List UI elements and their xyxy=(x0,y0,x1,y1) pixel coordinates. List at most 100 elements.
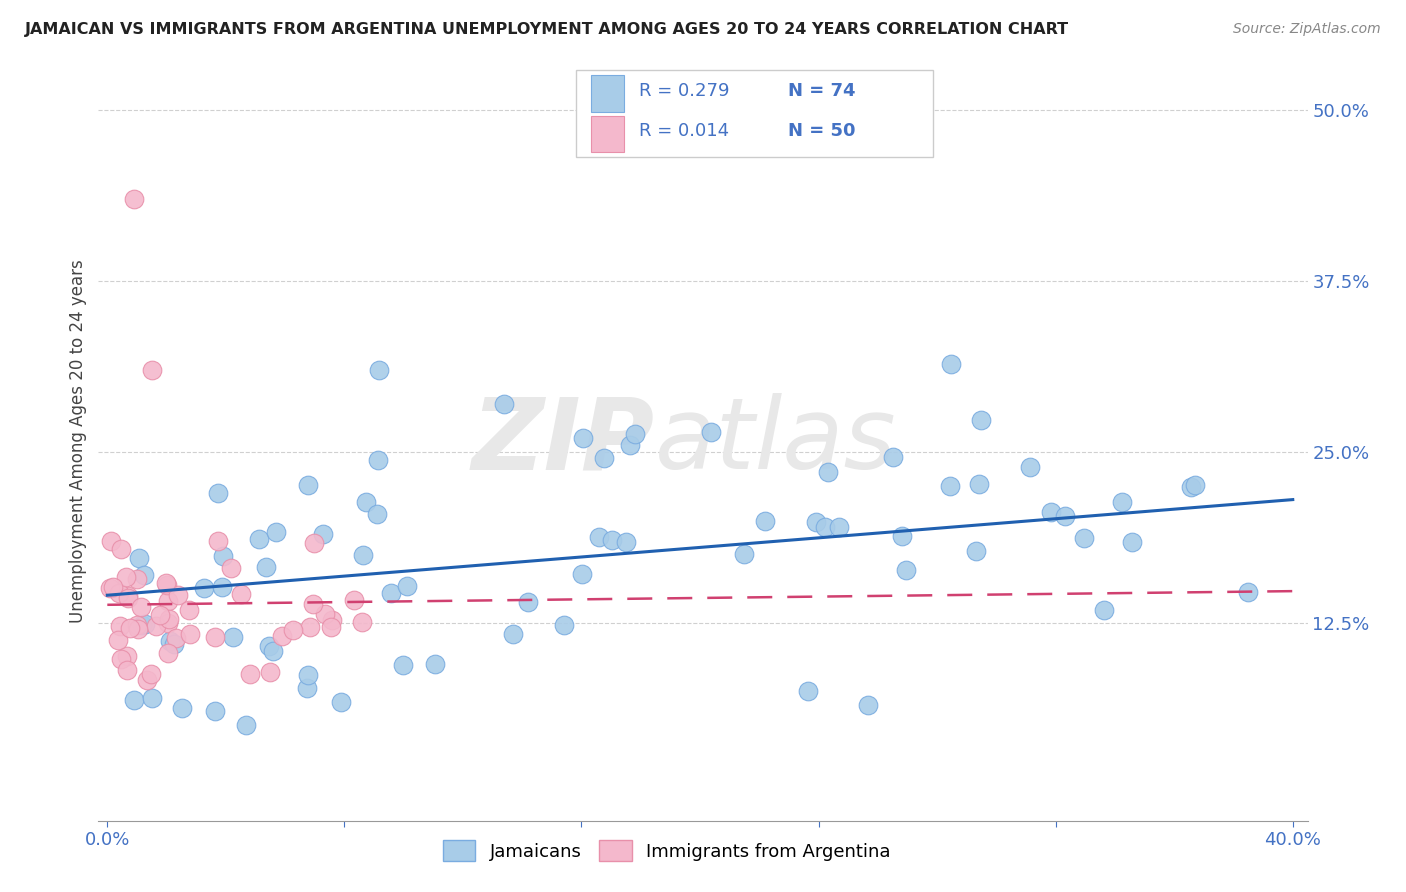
Point xyxy=(299,620,322,634)
Point xyxy=(1054,508,1077,523)
Point xyxy=(107,633,129,648)
Point xyxy=(141,690,163,705)
Point xyxy=(941,357,963,371)
Point xyxy=(231,587,253,601)
Text: JAMAICAN VS IMMIGRANTS FROM ARGENTINA UNEMPLOYMENT AMONG AGES 20 TO 24 YEARS COR: JAMAICAN VS IMMIGRANTS FROM ARGENTINA UN… xyxy=(25,22,1070,37)
Point xyxy=(1073,532,1095,546)
Point xyxy=(391,657,413,672)
Point xyxy=(247,533,270,547)
Y-axis label: Unemployment Among Ages 20 to 24 years: Unemployment Among Ages 20 to 24 years xyxy=(69,260,87,624)
Point xyxy=(141,363,163,377)
Point xyxy=(122,192,145,206)
Point xyxy=(1236,584,1258,599)
Point xyxy=(156,594,179,608)
Point xyxy=(157,612,180,626)
Point xyxy=(281,623,304,637)
Text: R = 0.279: R = 0.279 xyxy=(638,82,730,100)
Point xyxy=(165,631,187,645)
Point xyxy=(494,397,516,411)
Point xyxy=(939,479,962,493)
Point xyxy=(700,425,723,439)
Point xyxy=(156,578,179,592)
Point xyxy=(117,589,139,603)
Text: N = 74: N = 74 xyxy=(787,82,855,100)
Point xyxy=(1018,460,1040,475)
Point xyxy=(321,613,343,627)
Point xyxy=(157,646,180,660)
Point xyxy=(127,617,149,632)
Point xyxy=(297,668,319,682)
Point xyxy=(139,667,162,681)
Point xyxy=(588,530,610,544)
Point xyxy=(1184,478,1206,492)
Point xyxy=(115,663,138,677)
Point xyxy=(204,704,226,718)
Point xyxy=(817,465,839,479)
Point xyxy=(858,698,880,712)
Point xyxy=(129,599,152,614)
Point xyxy=(117,591,139,605)
Point xyxy=(882,450,904,464)
Point xyxy=(120,621,142,635)
Point xyxy=(321,619,343,633)
Point xyxy=(814,520,837,534)
Point xyxy=(127,622,149,636)
Point xyxy=(222,630,245,644)
Point xyxy=(110,652,132,666)
Point xyxy=(352,548,374,562)
Point xyxy=(593,450,616,465)
Text: Source: ZipAtlas.com: Source: ZipAtlas.com xyxy=(1233,22,1381,37)
Point xyxy=(149,608,172,623)
Point xyxy=(343,592,366,607)
Point xyxy=(970,413,993,427)
Point xyxy=(212,549,235,563)
Point xyxy=(110,542,132,557)
Point xyxy=(553,618,575,632)
Point xyxy=(517,595,540,609)
Point xyxy=(425,657,447,671)
Point xyxy=(366,507,388,521)
Point xyxy=(330,695,353,709)
Point xyxy=(352,615,374,629)
Point xyxy=(127,572,149,586)
Point xyxy=(259,639,281,653)
Point xyxy=(100,533,122,548)
Point xyxy=(207,486,229,500)
Point xyxy=(266,524,288,539)
Point xyxy=(828,520,851,534)
Point xyxy=(108,618,131,632)
Point xyxy=(572,431,595,445)
Text: ZIP: ZIP xyxy=(471,393,655,490)
Point xyxy=(155,576,177,591)
Point xyxy=(134,617,156,632)
Point xyxy=(128,551,150,566)
Point xyxy=(367,453,389,467)
FancyBboxPatch shape xyxy=(576,70,932,157)
Point xyxy=(124,693,146,707)
Point xyxy=(179,627,201,641)
Text: atlas: atlas xyxy=(655,393,896,490)
FancyBboxPatch shape xyxy=(591,76,624,112)
Point xyxy=(108,586,131,600)
Point xyxy=(204,631,226,645)
Point xyxy=(806,515,828,529)
Point xyxy=(131,617,153,632)
Point xyxy=(219,561,242,575)
FancyBboxPatch shape xyxy=(591,116,624,152)
Point xyxy=(754,514,776,528)
Point xyxy=(297,478,319,492)
Point xyxy=(796,684,818,698)
Point xyxy=(239,666,262,681)
Point xyxy=(163,637,186,651)
Point xyxy=(179,603,201,617)
Point xyxy=(259,665,281,679)
Point xyxy=(132,567,155,582)
Point xyxy=(170,701,193,715)
Point xyxy=(894,563,917,577)
Point xyxy=(614,534,637,549)
Point xyxy=(211,581,233,595)
Point xyxy=(1111,495,1133,509)
Text: N = 50: N = 50 xyxy=(787,122,855,140)
Point xyxy=(965,544,987,558)
Point xyxy=(295,681,318,696)
